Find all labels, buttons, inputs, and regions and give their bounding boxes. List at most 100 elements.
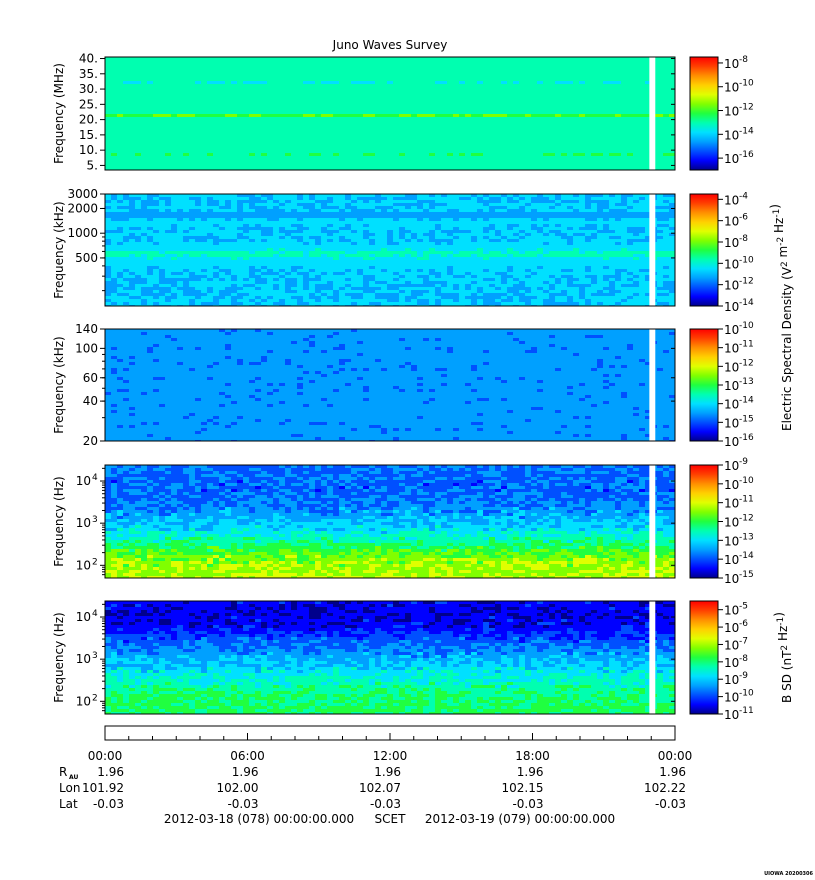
ephemeris-value: -0.03: [512, 797, 543, 811]
y-axis-label: Frequency (MHz): [52, 63, 66, 164]
y-tick-exponent: 4: [92, 473, 98, 483]
colorbar-tick-exponent: -6: [739, 213, 748, 223]
ephemeris-value: 102.15: [502, 781, 544, 795]
colorbar-scale: [690, 601, 718, 714]
colorbar-tick-exponent: -4: [739, 191, 748, 201]
y-tick-exponent: 2: [92, 693, 98, 703]
colorbar-tick-label: 10: [724, 215, 739, 229]
spectrogram-image: [105, 601, 675, 714]
y-tick-label: 1000: [67, 226, 98, 240]
ephemeris-value: 1.96: [97, 765, 124, 779]
colorbar-tick-exponent: -14: [739, 551, 754, 561]
colorbar-tick-label: 10: [724, 279, 739, 293]
colorbar-tick-label: 10: [724, 459, 739, 473]
time-tick-label: 00:00: [88, 749, 123, 763]
colorbar-tick-exponent: -9: [739, 671, 748, 681]
colorbar-scale: [690, 194, 718, 306]
colorbar-tick-label: 10: [724, 673, 739, 687]
y-tick-label: 3000: [67, 187, 98, 201]
colorbar-tick-exponent: -10: [739, 321, 754, 331]
colorbar-tick-exponent: -16: [739, 433, 754, 443]
colorbar-tick-exponent: -16: [739, 150, 754, 160]
colorbar-tick-label: 10: [724, 360, 739, 374]
data-gap: [649, 329, 655, 441]
colorbar-tick-exponent: -12: [739, 277, 754, 287]
colorbar-tick-label: 10: [724, 621, 739, 635]
colorbar-tick-label: 10: [724, 128, 739, 142]
colorbar-tick-label: 10: [724, 57, 739, 71]
colorbar-scale: [690, 57, 718, 170]
colorbar-tick-label: 10: [724, 105, 739, 119]
y-tick-label: 10: [76, 558, 91, 572]
colorbar-tick-exponent: -14: [739, 126, 754, 136]
y-tick-label: 20.: [79, 113, 98, 127]
y-tick-label: 35.: [79, 67, 98, 81]
colorbar-tick-exponent: -12: [739, 514, 754, 524]
colorbar-tick-label: 10: [724, 300, 739, 314]
colorbar-tick-exponent: -8: [739, 234, 748, 244]
y-tick-label: 5.: [87, 158, 98, 172]
footer-start-time: 2012-03-18 (078) 00:00:00.000: [164, 812, 354, 826]
colorbar-tick-label: 10: [724, 398, 739, 412]
colorbar-tick-label: 10: [724, 478, 739, 492]
y-axis-label: Frequency (Hz): [52, 612, 66, 703]
ephemeris-value: 1.96: [659, 765, 686, 779]
y-tick-label: 100: [75, 341, 98, 355]
colorbar-tick-exponent: -10: [739, 476, 754, 486]
y-tick-label: 10: [76, 652, 91, 666]
ephemeris-value: -0.03: [93, 797, 124, 811]
y-axis-label: Frequency (Hz): [52, 476, 66, 567]
y-tick-label: 15.: [79, 128, 98, 142]
ephemeris-value: 101.92: [82, 781, 124, 795]
colorbar-tick-label: 10: [724, 435, 739, 449]
ephemeris-value: 102.07: [359, 781, 401, 795]
colorbar-tick-exponent: -13: [739, 377, 754, 387]
colorbar-tick-label: 10: [724, 193, 739, 207]
colorbar-tick-label: 10: [724, 553, 739, 567]
spectrogram-image: [105, 57, 675, 170]
colorbar-tick-label: 10: [724, 236, 739, 250]
colorbar-tick-exponent: -11: [739, 495, 754, 505]
colorbar-tick-exponent: -12: [739, 358, 754, 368]
colorbar-tick-label: 10: [724, 534, 739, 548]
colorbar-tick-label: 10: [724, 691, 739, 705]
y-tick-label: 140: [75, 322, 98, 336]
spectrogram-image: [105, 194, 675, 306]
spectrogram-panel-0: 5.10.15.20.25.30.35.40.Frequency (MHz) 10…: [52, 52, 754, 173]
colorbar-unit-label: Electric Spectral Density (V2 m-2 Hz-1): [768, 204, 794, 431]
colorbar-tick-exponent: -10: [739, 79, 754, 89]
ephemeris-value: -0.03: [655, 797, 686, 811]
y-tick-exponent: 4: [92, 609, 98, 619]
colorbar-tick-exponent: -11: [739, 340, 754, 350]
data-gap: [649, 57, 655, 170]
time-tick-label: 00:00: [658, 749, 693, 763]
colorbar-tick-exponent: -12: [739, 103, 754, 113]
colorbar-tick-label: 10: [724, 152, 739, 166]
colorbar-tick-exponent: -8: [739, 654, 748, 664]
colorbar-tick-exponent: -11: [739, 706, 754, 716]
y-tick-label: 10: [76, 516, 91, 530]
ephemeris-subscript: AU: [69, 774, 78, 781]
y-axis-label: Frequency (kHz): [52, 336, 66, 433]
y-tick-label: 2000: [67, 201, 98, 215]
colorbar-tick-label: 10: [724, 708, 739, 722]
colorbar-tick-label: 10: [724, 257, 739, 271]
time-tick-label: 06:00: [230, 749, 265, 763]
ephemeris-name: R: [59, 765, 67, 779]
footer: 2012-03-18 (078) 00:00:00.000 SCET 2012-…: [164, 812, 615, 826]
ephemeris-value: 1.96: [374, 765, 401, 779]
ephemeris-value: 102.00: [217, 781, 259, 795]
ephemeris-value: 1.96: [517, 765, 544, 779]
data-gap: [649, 194, 655, 306]
y-tick-exponent: 3: [92, 651, 98, 661]
colorbar-tick-exponent: -14: [739, 396, 754, 406]
colorbar-tick-label: 10: [724, 416, 739, 430]
colorbar-tick-exponent: -5: [739, 602, 748, 612]
colorbar-tick-label: 10: [724, 656, 739, 670]
